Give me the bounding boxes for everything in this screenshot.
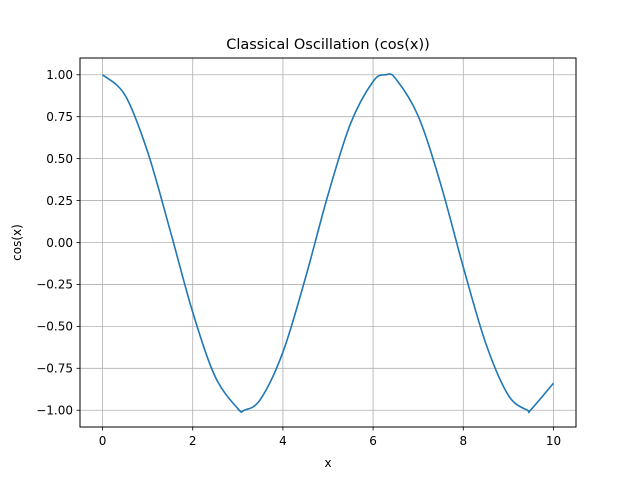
y-tick-label: −0.75 — [36, 362, 73, 376]
y-tick-label: −1.00 — [36, 404, 73, 418]
x-tick-label: 6 — [369, 434, 377, 448]
y-axis-label: cos(x) — [10, 224, 24, 261]
y-tick-label: −0.25 — [36, 278, 73, 292]
x-tick-label: 4 — [279, 434, 287, 448]
series-layer — [102, 73, 555, 414]
x-axis-label: x — [324, 456, 331, 470]
y-tick-label: −0.50 — [36, 320, 73, 334]
chart-title: Classical Oscillation (cos(x)) — [226, 37, 430, 53]
y-tick-label: 0.50 — [46, 152, 73, 166]
y-tick-label: 0.75 — [46, 110, 73, 124]
x-tick-label: 10 — [546, 434, 561, 448]
y-tick-label: 1.00 — [46, 68, 73, 82]
grid-lines — [80, 58, 576, 427]
x-tick-label: 2 — [189, 434, 197, 448]
series-line — [102, 73, 555, 414]
axis-ticks: 0 2 4 6 8 10 1.00 0.75 0.50 0.25 0.00 −0.25 −0.50 −0.… — [36, 68, 561, 448]
x-tick-label: 8 — [459, 434, 467, 448]
x-tick-label: 0 — [99, 434, 107, 448]
y-tick-label: 0.25 — [46, 194, 73, 208]
y-tick-label: 0.00 — [46, 236, 73, 250]
